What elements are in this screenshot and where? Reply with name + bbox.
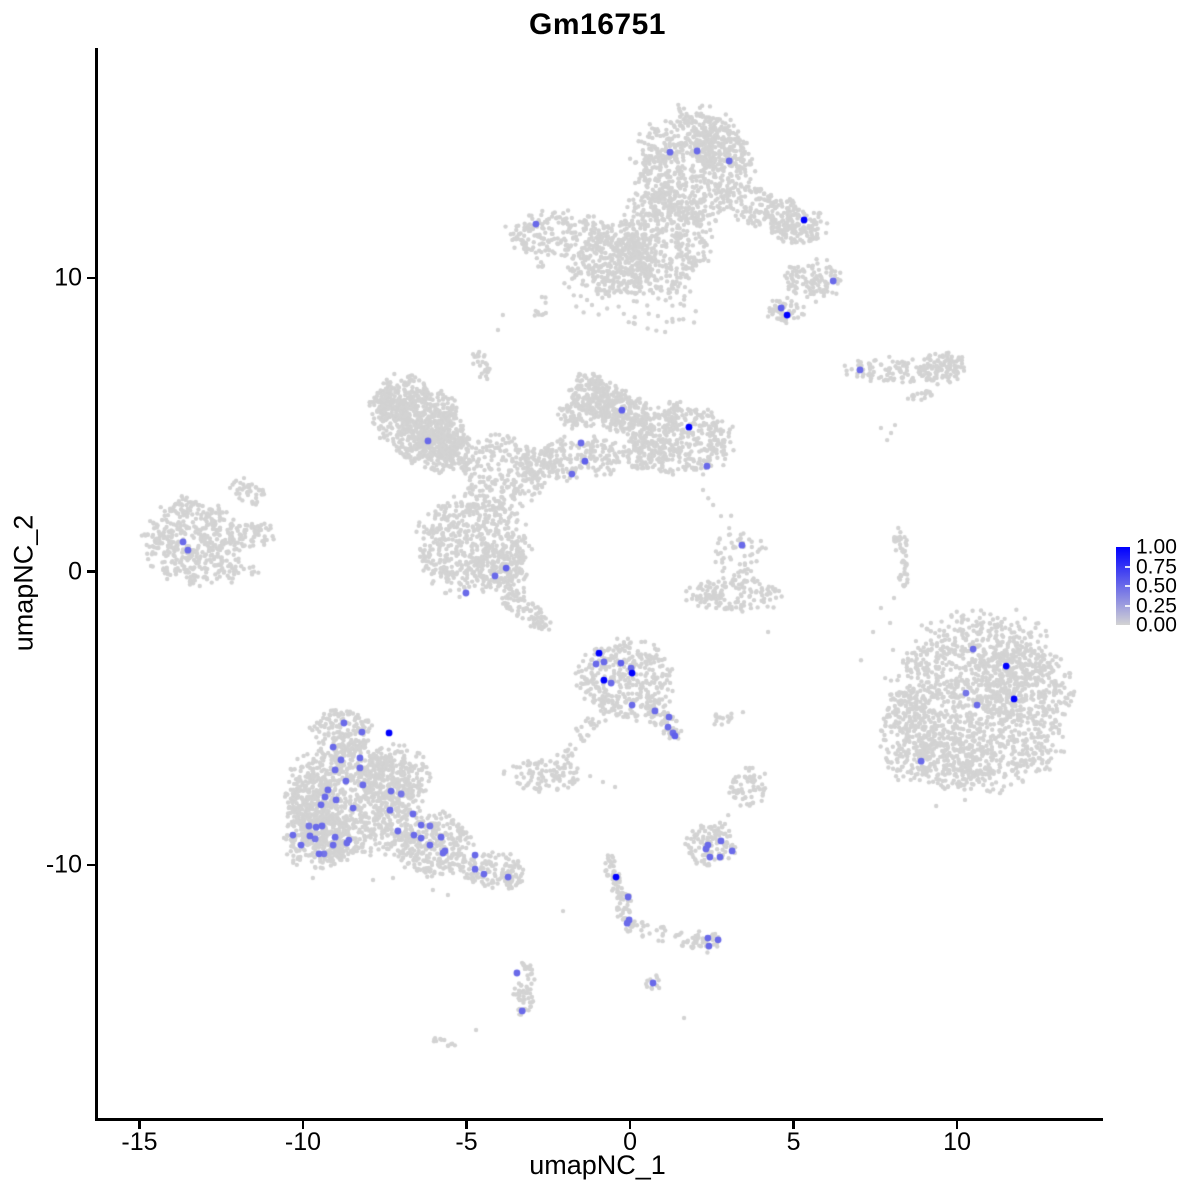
legend-bar-tick [1125,565,1130,568]
legend-bar-tick [1125,585,1130,587]
tick-mark [138,1121,141,1129]
x-tick-label: 5 [786,1128,801,1156]
y-axis-title: umapNC_2 [8,514,39,652]
legend-label: 0.00 [1136,613,1177,637]
tick-mark [792,1121,795,1129]
tick-mark [955,1121,959,1129]
plot-title: Gm16751 [529,8,666,41]
y-tick-label: -10 [45,850,82,879]
legend-label: 1.00 [1136,535,1177,559]
tick-mark [301,1121,305,1129]
umap-scatter-canvas [98,48,1103,1118]
x-axis-title: umapNC_1 [529,1150,666,1180]
expression-legend: 1.00 0.75 0.50 0.25 0.00 [1108,535,1200,637]
plot-panel [95,48,1103,1121]
tick-mark [465,1121,468,1129]
x-tick-label: 0 [623,1128,637,1156]
tick-mark [87,863,95,867]
y-tick-label: 10 [54,263,82,292]
legend-label: 0.50 [1136,574,1177,598]
tick-mark [628,1121,632,1129]
legend-label: 0.25 [1136,594,1177,617]
y-tick-label: 0 [68,557,82,586]
tick-mark [87,570,95,573]
x-tick-label: -5 [455,1128,478,1156]
x-tick-label: 10 [943,1128,971,1156]
x-tick-label: -15 [121,1128,158,1156]
x-tick-label: -10 [284,1128,322,1156]
legend-label: 0.75 [1136,555,1177,578]
tick-mark [87,276,95,280]
legend-bar-tick [1125,604,1130,607]
